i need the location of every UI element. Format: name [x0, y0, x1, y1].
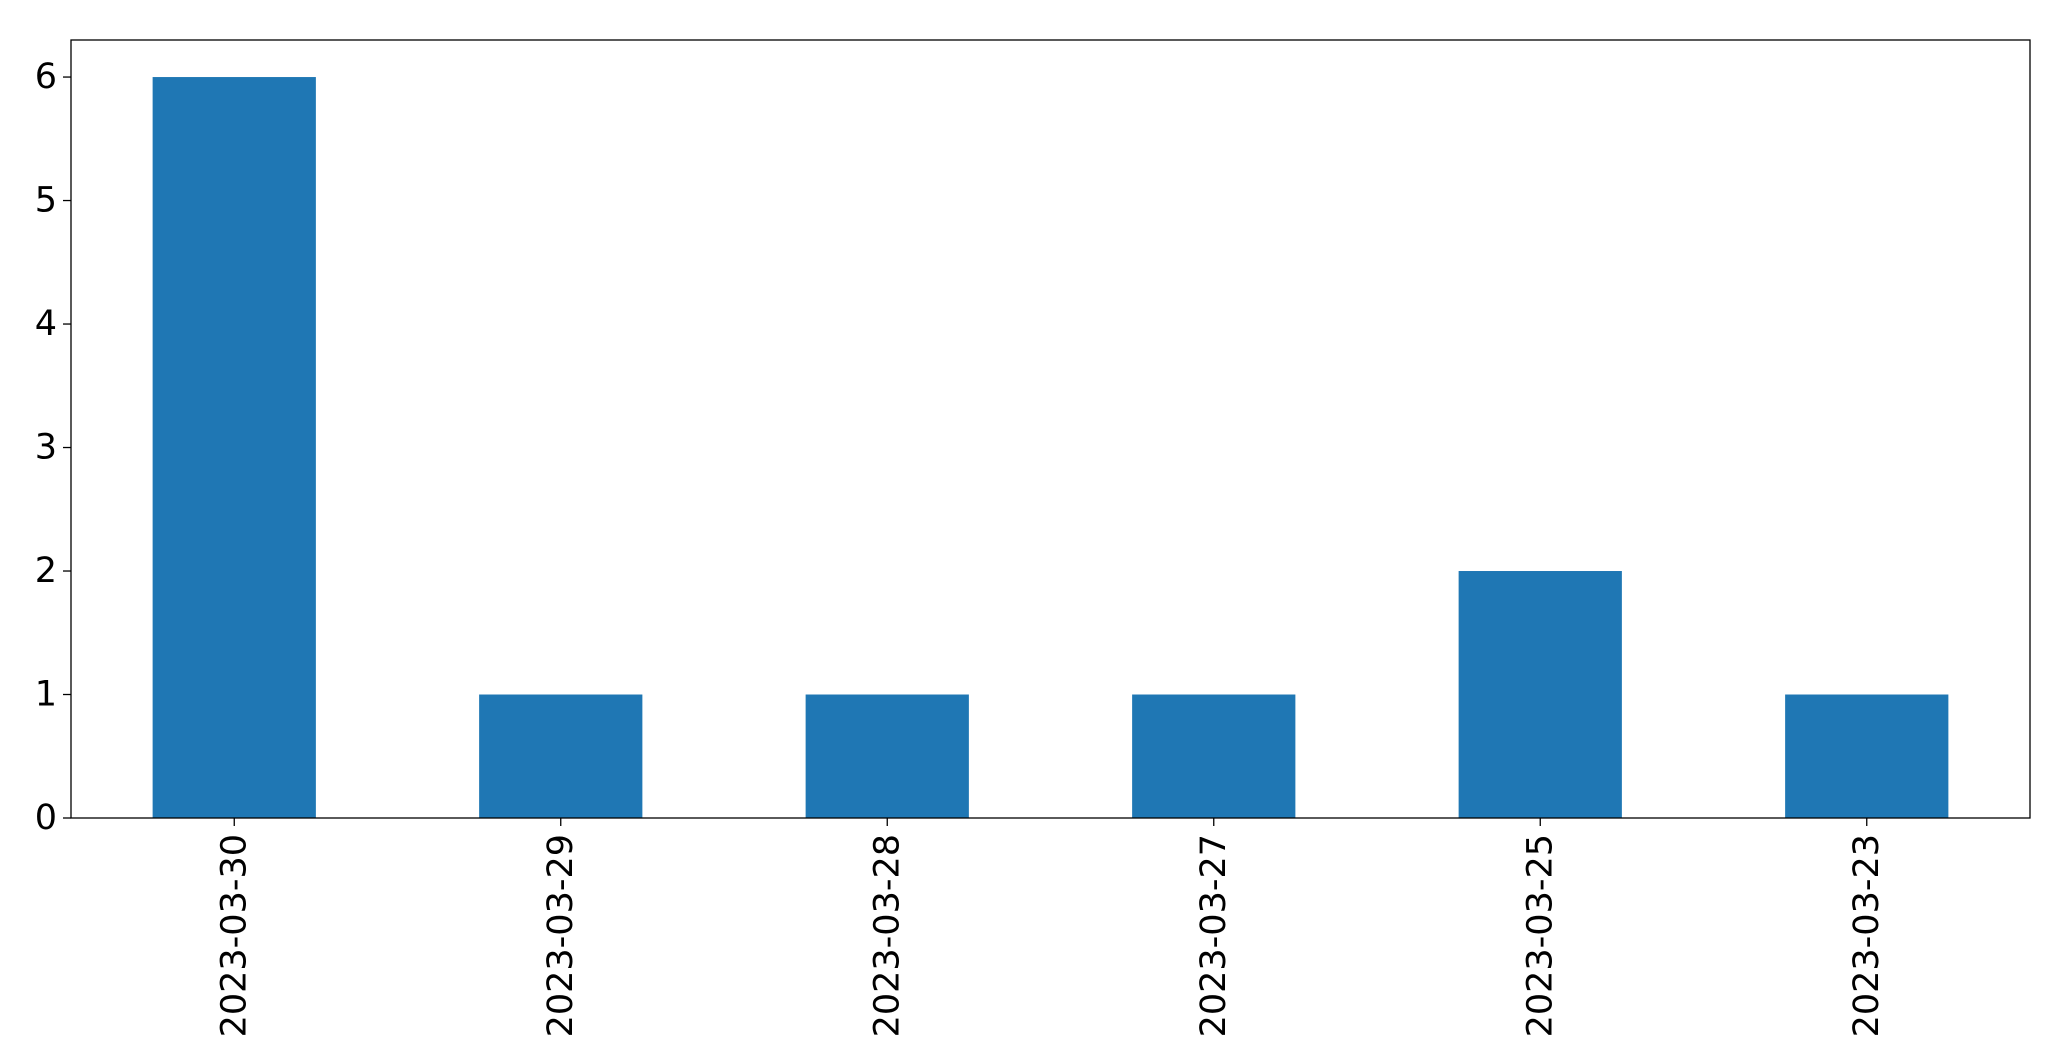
x-tick-label: 2023-03-30 [214, 834, 254, 1037]
bar-2023-03-30 [152, 77, 316, 819]
x-tick-label: 2023-03-23 [1847, 834, 1887, 1037]
x-tick-label: 2023-03-28 [867, 834, 907, 1037]
bar-2023-03-25 [1458, 571, 1622, 818]
bars-layer [152, 77, 1949, 819]
y-tick-label: 1 [35, 675, 57, 715]
bar-2023-03-23 [1785, 694, 1949, 818]
y-tick-label: 6 [35, 57, 57, 97]
y-axis: 0 1 2 3 4 5 6 [35, 57, 71, 838]
bar-2023-03-29 [479, 694, 643, 818]
x-tick-label: 2023-03-27 [1194, 834, 1234, 1037]
bar-2023-03-27 [1132, 694, 1296, 818]
y-tick-label: 2 [35, 551, 57, 591]
bar-2023-03-28 [805, 694, 969, 818]
y-tick-label: 3 [35, 428, 57, 468]
x-tick-label: 2023-03-25 [1520, 834, 1560, 1037]
y-tick-label: 0 [35, 798, 57, 838]
x-tick-label: 2023-03-29 [541, 834, 581, 1037]
y-tick-label: 4 [35, 304, 57, 344]
plot-frame [70, 39, 2031, 819]
y-tick-label: 5 [35, 181, 57, 221]
x-axis: 2023-03-30 2023-03-29 2023-03-28 2023-03-27… [214, 818, 1887, 1037]
